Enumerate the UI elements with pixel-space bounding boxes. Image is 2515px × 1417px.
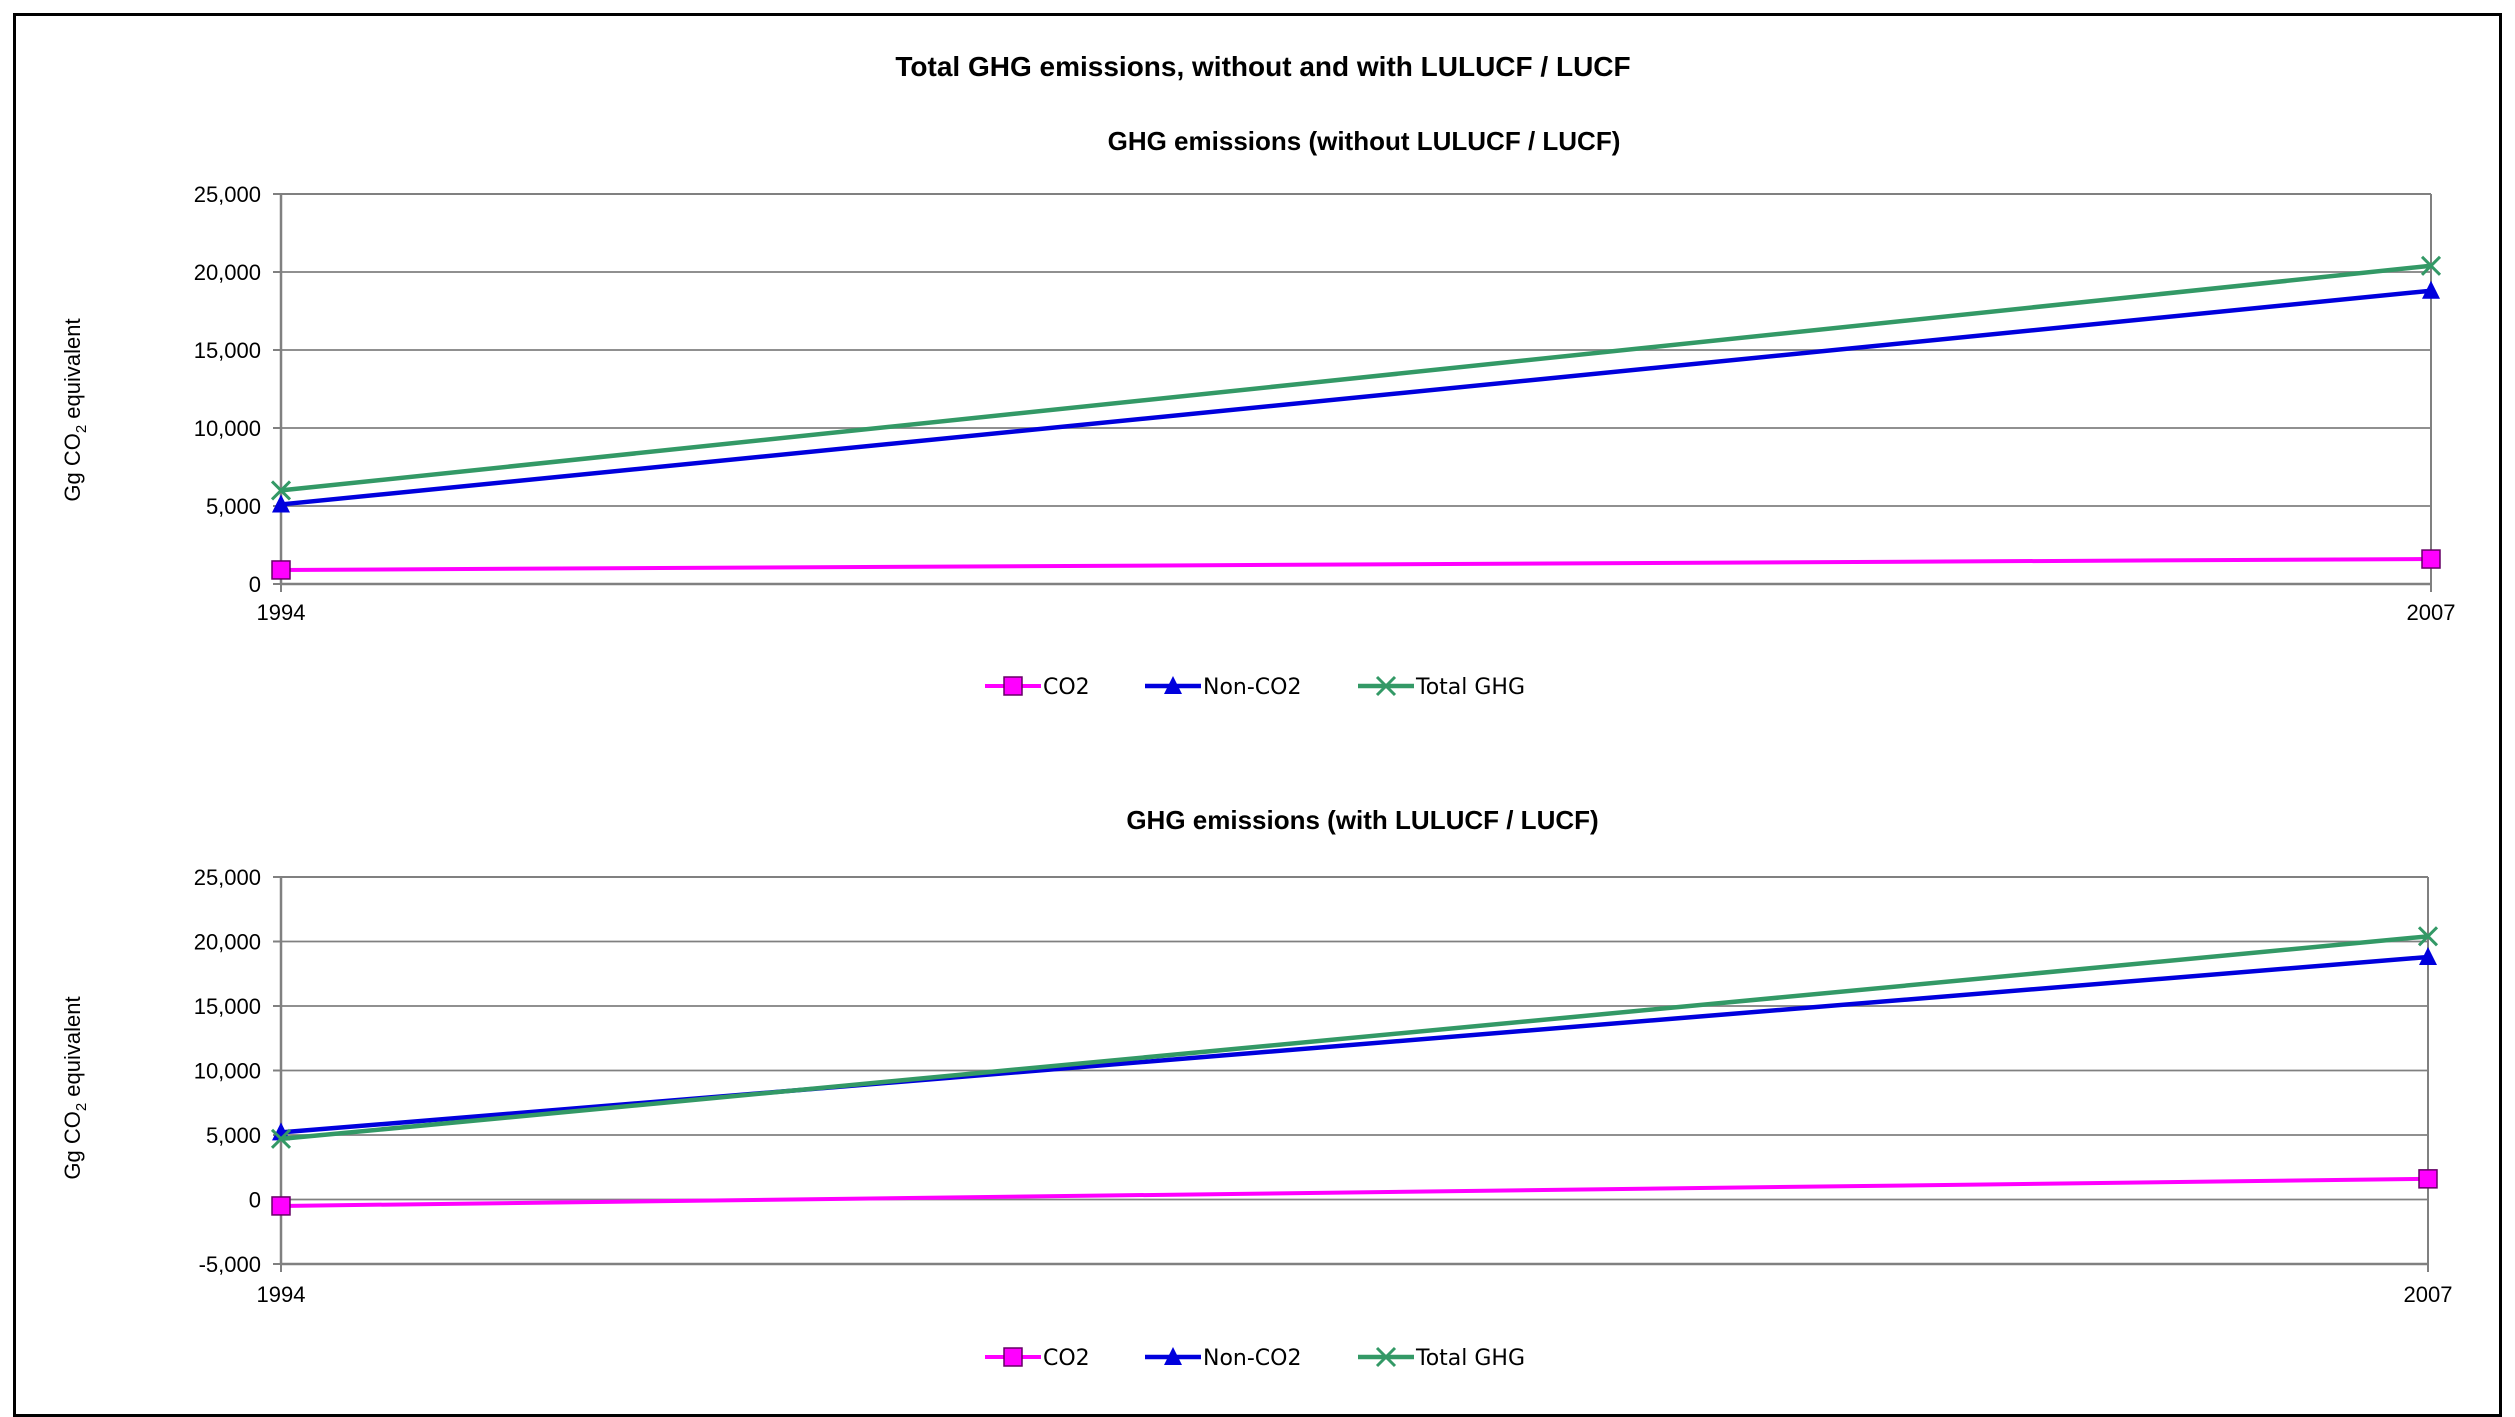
legend-item: Total GHG	[1358, 1346, 1525, 1371]
y-tick-label: 10,000	[194, 1059, 261, 1084]
legend-item: CO2	[985, 1346, 1090, 1371]
main-title: Total GHG emissions, without and with LU…	[895, 51, 1630, 82]
legend-label: Total GHG	[1415, 1346, 1525, 1371]
data-point	[271, 1196, 291, 1216]
x-tick-label: 1994	[257, 600, 306, 625]
y-tick-label: 0	[249, 572, 261, 597]
legend-swatch-marker	[1375, 1346, 1397, 1368]
y-tick-label: -5,000	[199, 1252, 261, 1277]
data-point	[272, 494, 290, 513]
legend: CO2 Non-CO2 Total GHG	[985, 1346, 1525, 1371]
y-axis-label: Gg CO2 equivalent	[60, 996, 90, 1179]
y-tick-label: 15,000	[194, 994, 261, 1019]
x-tick-label: 2007	[2407, 600, 2456, 625]
y-tick-label: 25,000	[194, 182, 261, 207]
series-co2	[271, 549, 2441, 580]
data-point	[270, 480, 292, 501]
y-tick-label: 25,000	[194, 865, 261, 890]
legend-item: Non-CO2	[1145, 1346, 1301, 1371]
data-point	[2417, 926, 2439, 947]
series-line	[280, 1176, 2429, 1208]
y-tick-label: 10,000	[194, 416, 261, 441]
data-point	[270, 1128, 292, 1149]
chart-panel-with-lulucf: GHG emissions (with LULUCF / LUCF) -5,000…	[60, 805, 2452, 1371]
data-point	[2422, 280, 2440, 299]
series-line	[280, 263, 2432, 493]
data-point	[2420, 255, 2442, 276]
panel-title: GHG emissions (without LULUCF / LUCF)	[1108, 126, 1621, 156]
series-total-ghg	[270, 255, 2442, 501]
series-line	[280, 934, 2429, 1142]
legend-item: Total GHG	[1358, 675, 1525, 700]
legend-swatch-marker	[1003, 676, 1023, 696]
panel-title: GHG emissions (with LULUCF / LUCF)	[1126, 805, 1598, 835]
series-line	[280, 954, 2429, 1135]
legend-item: CO2	[985, 675, 1090, 700]
legend-swatch-marker	[1003, 1347, 1023, 1367]
y-axis-label: Gg CO2 equivalent	[60, 318, 90, 501]
legend-label: Non-CO2	[1203, 675, 1301, 700]
legend-label: CO2	[1043, 1346, 1090, 1371]
series-non-co2	[272, 946, 2437, 1141]
legend-label: CO2	[1043, 675, 1090, 700]
data-point	[2419, 946, 2437, 965]
legend-swatch-marker	[1375, 675, 1397, 697]
y-tick-label: 0	[249, 1188, 261, 1213]
data-point	[271, 560, 291, 580]
series-line	[280, 288, 2432, 507]
legend-swatch-marker	[1164, 1347, 1182, 1365]
series-line	[280, 557, 2432, 572]
y-tick-label: 20,000	[194, 930, 261, 955]
legend: CO2 Non-CO2 Total GHG	[985, 675, 1525, 700]
chart-panel-without-lulucf: GHG emissions (without LULUCF / LUCF) 0 5,…	[60, 126, 2455, 700]
x-tick-label: 1994	[257, 1282, 306, 1307]
y-tick-label: 15,000	[194, 338, 261, 363]
data-point	[2418, 1169, 2438, 1189]
series-non-co2	[272, 280, 2440, 513]
data-point	[2421, 549, 2441, 569]
series-total-ghg	[270, 926, 2439, 1149]
legend-swatch-marker	[1164, 676, 1182, 694]
y-tick-label: 5,000	[206, 1123, 261, 1148]
legend-item: Non-CO2	[1145, 675, 1301, 700]
series-co2	[271, 1169, 2438, 1216]
x-tick-label: 2007	[2404, 1282, 2453, 1307]
y-tick-label: 20,000	[194, 260, 261, 285]
legend-label: Non-CO2	[1203, 1346, 1301, 1371]
y-tick-label: 5,000	[206, 494, 261, 519]
legend-label: Total GHG	[1415, 675, 1525, 700]
